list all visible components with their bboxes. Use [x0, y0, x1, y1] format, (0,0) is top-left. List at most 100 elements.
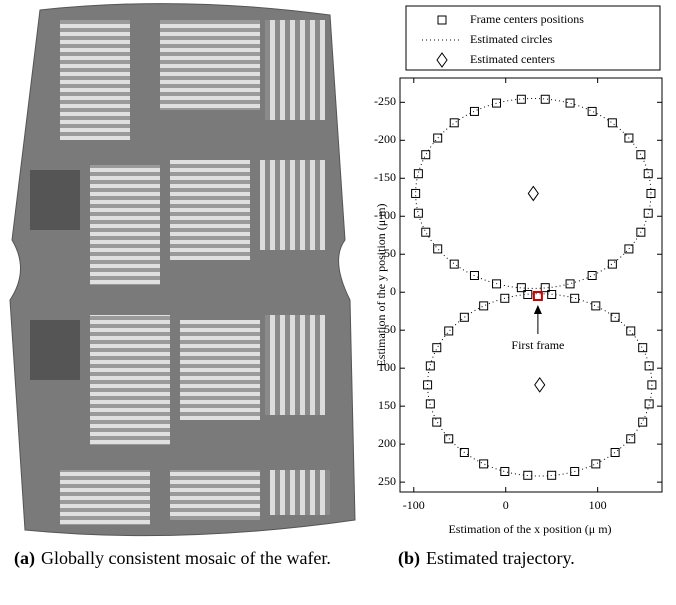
frame-marker — [516, 283, 526, 293]
frame-marker — [432, 417, 442, 427]
legend-box — [405, 5, 661, 71]
x-axis-label: Estimation of the x position (μ m) — [448, 522, 611, 536]
first-frame-marker — [532, 291, 543, 302]
pattern — [30, 320, 80, 380]
pattern — [90, 165, 160, 285]
center-marker — [527, 185, 539, 202]
frame-marker — [479, 301, 489, 311]
frame-marker — [587, 106, 597, 116]
estimated-circle — [415, 98, 652, 289]
annotation-arrowhead — [533, 305, 542, 315]
frame-marker — [638, 417, 648, 427]
frame-marker — [425, 361, 435, 371]
frame-marker — [547, 470, 557, 480]
frame-marker — [523, 470, 533, 480]
frame-marker — [423, 380, 433, 390]
caption-label: (b) — [398, 548, 420, 568]
frame-marker — [636, 150, 646, 160]
pattern — [60, 470, 150, 525]
frame-marker — [459, 447, 469, 457]
frame-marker — [411, 188, 421, 198]
frame-marker — [643, 169, 653, 179]
frame-marker — [638, 343, 648, 353]
chart: Estimation of the x position (μ m) Estim… — [374, 5, 663, 536]
frame-marker — [644, 399, 654, 409]
frame-marker — [610, 312, 620, 322]
frame-marker — [421, 150, 431, 160]
pattern — [260, 160, 325, 250]
frame-marker — [570, 293, 580, 303]
caption-label: (a) — [14, 548, 35, 568]
caption-b: (b) Estimated trajectory. — [398, 546, 618, 570]
frame-marker — [421, 227, 431, 237]
legend-marker — [436, 52, 448, 68]
y-tick-label: 50 — [384, 322, 396, 336]
pattern — [170, 160, 250, 260]
frame-marker — [565, 98, 575, 108]
legend-label: Estimated circles — [470, 32, 553, 46]
frame-marker — [547, 289, 557, 299]
y-tick-label: -100 — [374, 208, 396, 222]
caption-a: (a) Globally consistent mosaic of the waf… — [14, 546, 354, 570]
frame-marker — [492, 279, 502, 289]
frame-marker — [624, 133, 634, 143]
y-tick-label: 150 — [378, 398, 396, 412]
frame-marker — [413, 169, 423, 179]
wafer-mosaic — [9, 3, 356, 537]
pattern — [170, 470, 260, 520]
frame-marker — [479, 459, 489, 469]
y-tick-label: -250 — [374, 94, 396, 108]
pattern — [180, 320, 260, 420]
pattern — [60, 20, 130, 140]
frame-marker — [607, 118, 617, 128]
frame-marker — [449, 118, 459, 128]
frame-marker — [432, 343, 442, 353]
legend-label: Estimated centers — [470, 52, 555, 66]
y-tick-label: 200 — [378, 436, 396, 450]
caption-text: Estimated trajectory. — [426, 548, 575, 568]
frame-marker — [425, 399, 435, 409]
x-tick-label: 100 — [589, 498, 607, 512]
x-tick-label: 0 — [503, 498, 509, 512]
frame-marker — [587, 271, 597, 281]
frame-marker — [644, 361, 654, 371]
y-tick-label: -200 — [374, 132, 396, 146]
y-tick-label: 250 — [378, 474, 396, 488]
frame-marker — [469, 106, 479, 116]
frame-marker — [565, 279, 575, 289]
frame-marker — [516, 94, 526, 104]
y-tick-label: -50 — [380, 246, 396, 260]
frame-marker — [523, 289, 533, 299]
pattern — [270, 470, 330, 515]
annotation-text: First frame — [511, 338, 564, 352]
center-marker — [534, 377, 546, 393]
frame-marker — [626, 326, 636, 336]
pattern — [265, 315, 325, 415]
frame-marker — [433, 133, 443, 143]
frame-marker — [459, 312, 469, 322]
frame-marker — [643, 208, 653, 218]
y-tick-label: -150 — [374, 170, 396, 184]
y-tick-label: 100 — [378, 360, 396, 374]
frame-marker — [433, 244, 443, 254]
frame-marker — [492, 98, 502, 108]
frame-marker — [449, 259, 459, 269]
frame-marker — [500, 466, 510, 476]
frame-marker — [624, 244, 634, 254]
frame-marker — [591, 459, 601, 469]
frame-marker — [540, 283, 550, 293]
y-tick-label: 0 — [390, 284, 396, 298]
legend-marker — [437, 15, 447, 25]
x-tick-label: -100 — [403, 498, 425, 512]
legend-label: Frame centers positions — [470, 12, 584, 26]
pattern — [265, 20, 325, 120]
plot-area — [399, 77, 663, 493]
pattern — [90, 315, 170, 445]
pattern — [160, 20, 260, 110]
pattern — [30, 170, 80, 230]
frame-marker — [413, 208, 423, 218]
frame-marker — [636, 227, 646, 237]
y-axis-label: Estimation of the y position (μ m) — [374, 203, 388, 366]
frame-marker — [591, 301, 601, 311]
